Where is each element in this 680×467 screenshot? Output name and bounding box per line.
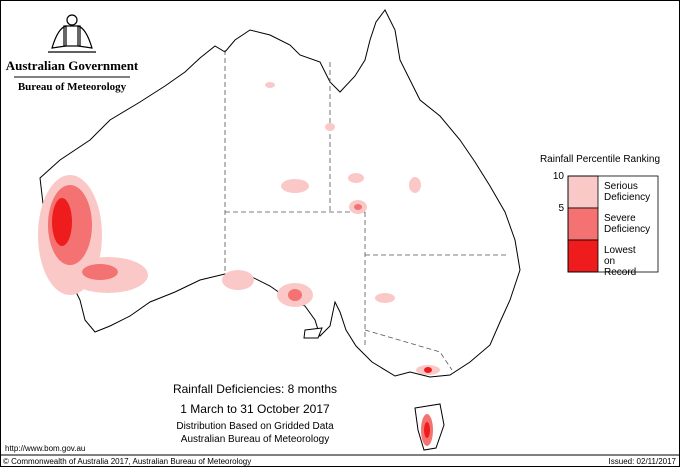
legend-box (567, 175, 659, 273)
legend-swatch (567, 239, 599, 273)
crest (48, 14, 96, 53)
legend-label: Serious Deficiency (604, 181, 650, 203)
copyright: © Commonwealth of Australia 2017, Austra… (3, 457, 251, 466)
legend-label: Severe Deficiency (604, 213, 650, 235)
legend-label: Lowest on Record (604, 245, 636, 278)
map-title: Rainfall Deficiencies: 8 months 1 March … (173, 382, 337, 445)
deficiency-areas (38, 82, 440, 446)
bureau: Bureau of Meteorology (18, 81, 127, 93)
title-line: Rainfall Deficiencies: 8 months (173, 382, 337, 396)
legend-swatch (567, 207, 599, 241)
issued: Issued: 02/11/2017 (609, 457, 677, 466)
subtitle-line: Australian Bureau of Meteorology (181, 434, 329, 445)
agency: Australian Government (6, 58, 139, 73)
legend-tick: 10 (553, 171, 565, 182)
legend-swatch (567, 175, 599, 209)
legend-title: Rainfall Percentile Ranking (540, 154, 660, 165)
state-borders (224, 50, 506, 371)
subtitle-line: Distribution Based on Gridded Data (176, 421, 334, 432)
url: http://www.bom.gov.au (5, 444, 85, 453)
legend: Serious Deficiency Severe Deficiency Lowest o… (553, 171, 659, 278)
legend-tick: 5 (558, 203, 564, 214)
title-line: 1 March to 31 October 2017 (180, 402, 330, 416)
